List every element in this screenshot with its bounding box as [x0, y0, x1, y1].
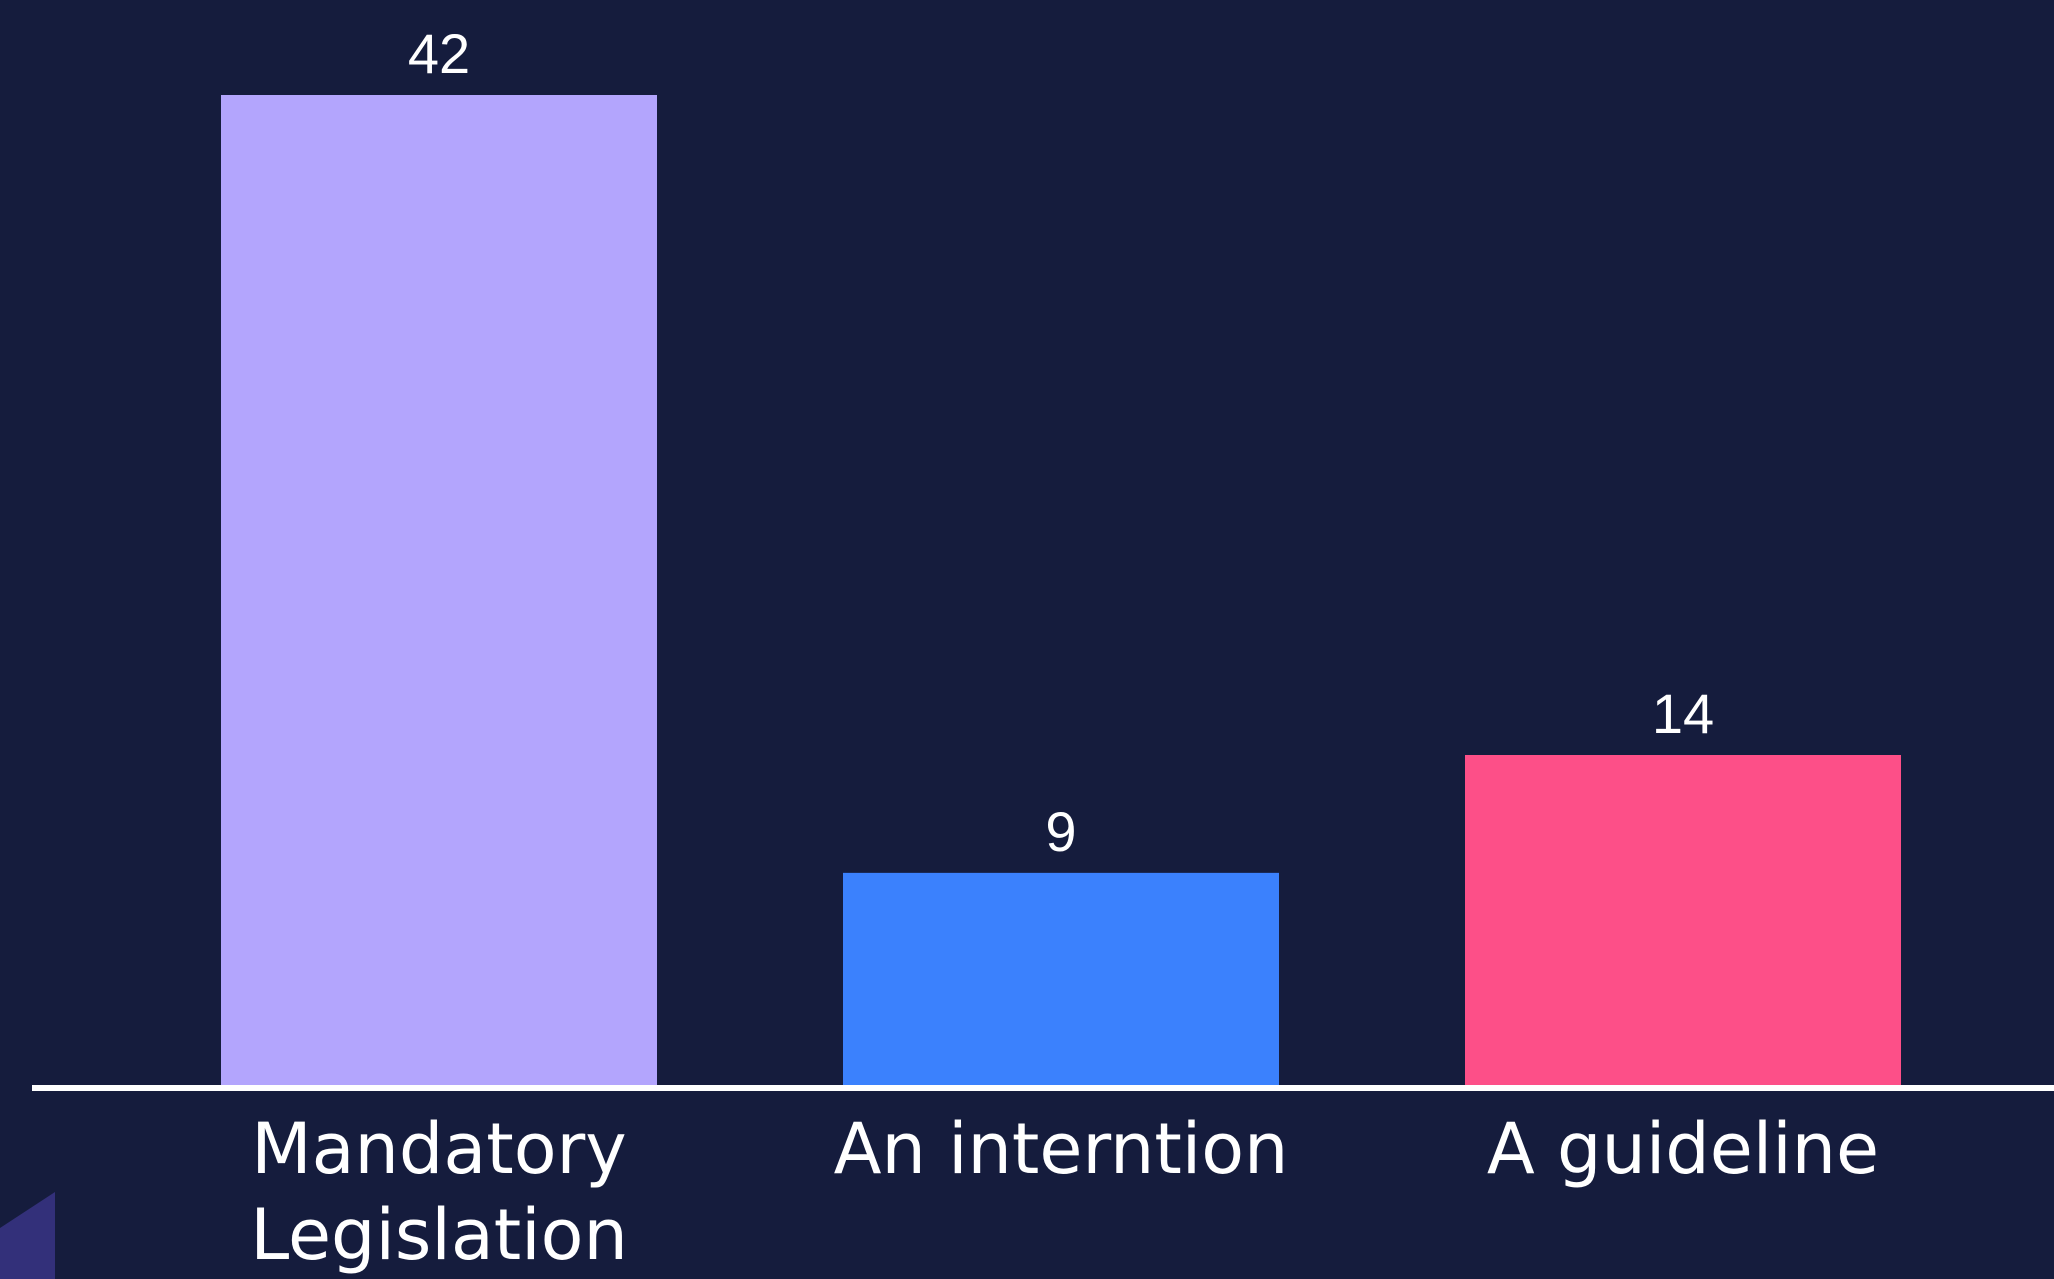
category-label-2: An interntion — [834, 1108, 1289, 1190]
bar-2 — [843, 872, 1279, 1085]
value-labels-group: 42 9 14 — [408, 22, 1714, 863]
category-label-1: Mandatory Legislation — [250, 1108, 628, 1276]
decorative-corner-shape — [0, 1192, 55, 1279]
category-label-line: A guideline — [1487, 1108, 1879, 1190]
category-label-3: A guideline — [1487, 1108, 1879, 1190]
data-label-3: 14 — [1652, 682, 1714, 745]
bar-3 — [1465, 755, 1901, 1085]
category-label-line: Mandatory — [251, 1108, 626, 1190]
bar-1 — [221, 95, 657, 1085]
data-label-2: 9 — [1045, 800, 1076, 863]
category-label-line: Legislation — [250, 1194, 628, 1276]
category-labels-group: Mandatory Legislation An interntion A guide… — [250, 1108, 1879, 1276]
category-label-line: An interntion — [834, 1108, 1289, 1190]
data-label-1: 42 — [408, 22, 470, 85]
bars-group — [221, 95, 1901, 1085]
